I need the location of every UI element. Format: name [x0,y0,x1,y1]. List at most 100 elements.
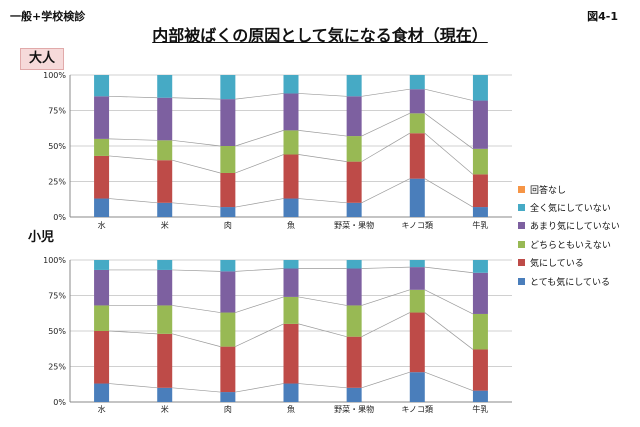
x-tick-label: 肉 [224,220,232,230]
bar-segment [220,271,236,313]
bar-segment [157,387,173,402]
bar-segment [409,75,425,90]
bar-segment [157,333,173,388]
series-connector [235,154,284,174]
bar-segment [220,172,236,208]
legend-label: あまり気にしていない [530,222,620,233]
series-connector [424,88,474,101]
series-connector [298,323,347,338]
bar-segment [346,387,362,402]
series-connector [361,312,410,337]
bar-segment [409,260,425,268]
bar-segment [283,383,299,402]
y-tick-label: 75% [48,292,66,301]
bar-segment [472,260,488,273]
panel-label-adult: 大人 [20,48,64,70]
legend-label: 全く気にしていない [530,204,611,215]
bar-segment [346,75,362,97]
bar-segment [283,198,299,217]
series-connector [172,159,221,174]
bar-segment [472,349,488,391]
series-connector [172,269,221,272]
series-connector [424,113,474,150]
bar-segment [94,269,110,306]
series-connector [298,198,347,204]
bar-segment [409,113,425,134]
series-connector [361,88,410,97]
legend-swatch [518,222,525,230]
bar-segment [94,138,110,156]
bar-segment [346,305,362,337]
series-connector [361,266,410,269]
bar-segment [157,305,173,334]
bar-segment [157,140,173,161]
bar-segment [94,260,110,270]
bar-segment [220,392,236,402]
y-tick-label: 75% [48,107,66,116]
bar-segment [157,75,173,98]
series-connector [361,132,410,162]
bar-segment [94,198,110,217]
series-connector [361,178,410,204]
x-tick-label: 魚 [287,404,295,414]
bar-segment [472,390,488,402]
y-tick-label: 0% [53,213,66,222]
bar-segment [94,383,110,402]
bar-segment [220,207,236,217]
bar-segment [409,312,425,373]
series-connector [172,139,221,147]
bar-segment [157,202,173,217]
series-connector [172,387,221,393]
series-connector [298,296,347,306]
bar-segment [346,336,362,388]
bar-segment [409,267,425,290]
series-connector [424,266,473,274]
bar-segment [346,260,362,269]
series-connector [298,154,347,162]
bar-segment [409,89,425,114]
bar-segment [94,96,110,139]
series-connector [424,178,474,208]
bar-segment [472,174,488,208]
series-connector [109,330,158,335]
bar-segment [283,75,299,94]
x-tick-label: 肉 [224,404,232,414]
series-connector [235,198,284,208]
legend-label: 回答なし [530,185,567,196]
series-connector [172,97,221,100]
x-tick-label: 魚 [287,220,295,230]
series-connector [109,155,158,161]
bar-segment [220,312,236,347]
x-tick-label: 水 [98,404,106,414]
bar-segment [409,289,425,313]
bar-segment [94,155,110,199]
series-connector [424,289,474,315]
series-connector [298,383,347,389]
x-tick-label: 野菜・果物 [334,404,374,414]
bar-segment [283,130,299,155]
bar-segment [409,178,425,217]
bar-segment [346,202,362,217]
bar-segment [94,75,110,97]
bar-segment [283,260,299,269]
figure-number: 図4-1 [587,10,618,23]
bar-segment [409,372,425,402]
series-connector [235,93,284,100]
bar-segment [220,75,236,100]
x-tick-label: キノコ類 [402,220,433,230]
series-connector [172,202,221,208]
bar-segment [283,154,299,199]
bar-segment [157,269,173,306]
bar-segment [472,100,488,149]
bar-segment [472,313,488,350]
legend-swatch [518,204,525,212]
bar-segment [283,323,299,384]
bar-segment [346,136,362,162]
bar-segment [220,260,236,272]
bar-segment [472,75,488,101]
legend-item: 気にしている [518,254,620,272]
series-connector [109,383,158,389]
bar-segment [157,260,173,270]
bar-segment [220,346,236,393]
y-tick-label: 50% [48,327,66,336]
